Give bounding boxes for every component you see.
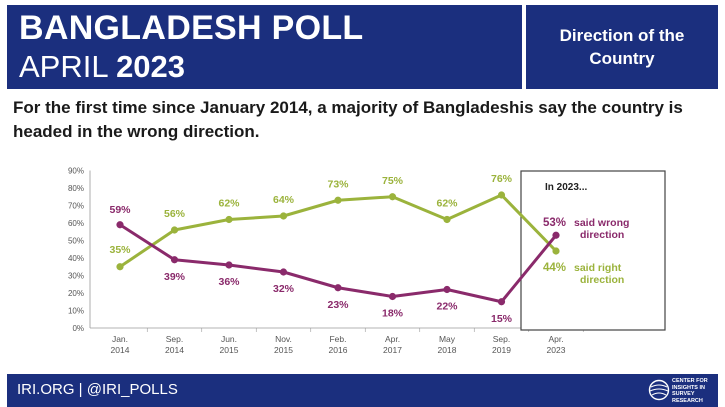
- right-direction-data-label: 62%: [218, 198, 240, 210]
- y-tick-label: 50%: [68, 237, 84, 246]
- header-banner: BANGLADESH POLL APRIL 2023 Direction of …: [7, 5, 718, 89]
- y-tick-label: 60%: [68, 219, 84, 228]
- y-tick-label: 80%: [68, 184, 84, 193]
- right-direction-point: [279, 212, 288, 220]
- callout-right-text: said right: [574, 262, 622, 274]
- x-tick-label: Jun.: [221, 334, 237, 344]
- callout-wrong-text: direction: [580, 229, 624, 241]
- y-tick-label: 10%: [68, 307, 84, 316]
- right-direction-point: [497, 191, 506, 199]
- poll-date: APRIL 2023: [19, 49, 185, 85]
- x-tick-label: 2018: [438, 345, 457, 355]
- wrong-direction-data-label: 36%: [218, 276, 240, 288]
- right-direction-point: [334, 196, 342, 204]
- poll-month: APRIL: [19, 49, 117, 84]
- wrong-direction-data-label: 23%: [327, 299, 349, 311]
- y-tick-label: 20%: [68, 289, 84, 298]
- wrong-direction-data-label: 32%: [273, 283, 295, 295]
- csr-logo-line: INSIGHTS IN: [672, 384, 706, 391]
- right-direction-line: [119, 193, 558, 268]
- wrong-direction-point: [497, 298, 506, 306]
- right-direction-data-label: 73%: [327, 178, 349, 190]
- csr-logo: CENTER FOR INSIGHTS IN SURVEY RESEARCH: [648, 376, 712, 405]
- y-tick-label: 0%: [72, 324, 84, 333]
- wrong-direction-point: [170, 256, 179, 264]
- x-tick-label: 2017: [383, 345, 402, 355]
- wrong-direction-data-label: 59%: [109, 204, 131, 216]
- topic-label: Direction of the Country: [526, 5, 718, 89]
- wrong-direction-point: [334, 284, 342, 292]
- x-tick-label: 2015: [274, 345, 293, 355]
- right-direction-point: [170, 226, 179, 234]
- x-tick-label: Sep.: [493, 334, 511, 344]
- right-direction-data-label: 62%: [436, 198, 458, 210]
- x-tick-label: Nov.: [275, 334, 292, 344]
- y-tick-label: 90%: [68, 167, 84, 176]
- y-tick-label: 70%: [68, 202, 84, 211]
- wrong-direction-point: [116, 221, 124, 229]
- right-direction-data-label: 64%: [273, 194, 295, 206]
- header-divider: [522, 5, 526, 89]
- wrong-direction-data-label: 15%: [491, 313, 513, 325]
- right-direction-point: [552, 247, 560, 255]
- footer-bar: IRI.ORG | @IRI_POLLS CENTER FOR INSIGHTS …: [7, 374, 718, 407]
- x-tick-label: 2015: [220, 345, 239, 355]
- right-direction-point: [116, 263, 124, 271]
- csr-logo-text: CENTER FOR INSIGHTS IN SURVEY RESEARCH: [672, 378, 708, 404]
- x-tick-label: May: [439, 334, 456, 344]
- footer-links[interactable]: IRI.ORG | @IRI_POLLS: [17, 381, 178, 398]
- wrong-direction-point: [388, 292, 397, 301]
- x-tick-label: 2019: [492, 345, 511, 355]
- wrong-direction-point: [279, 268, 288, 276]
- csr-logo-line: CENTER FOR: [672, 378, 708, 384]
- x-tick-label: 2014: [111, 345, 130, 355]
- callout-wrong-text: said wrong: [574, 217, 629, 229]
- wrong-direction-data-label: 22%: [436, 301, 458, 313]
- x-tick-label: Jan.: [112, 334, 128, 344]
- chart-headline: For the first time since January 2014, a…: [13, 98, 683, 141]
- callout-heading: In 2023...: [545, 182, 587, 193]
- direction-line-chart: 0%10%20%30%40%50%60%70%80%90%Jan.2014Sep…: [68, 167, 666, 355]
- x-tick-label: Apr.: [385, 334, 400, 344]
- right-direction-data-label: 35%: [109, 244, 131, 256]
- csr-logo-line: SURVEY: [672, 391, 695, 397]
- x-tick-label: Apr.: [548, 334, 563, 344]
- globe-icon: [648, 379, 670, 401]
- right-direction-data-label: 76%: [491, 173, 513, 185]
- wrong-direction-point: [225, 261, 233, 269]
- x-tick-label: 2023: [547, 345, 566, 355]
- wrong-direction-data-label: 39%: [164, 271, 186, 283]
- x-tick-label: 2016: [329, 345, 348, 355]
- callout-right-value: 44%: [543, 262, 566, 274]
- wrong-direction-point: [443, 285, 451, 294]
- wrong-direction-point: [552, 231, 560, 239]
- poll-title: BANGLADESH POLL: [19, 9, 364, 47]
- right-direction-point: [388, 193, 397, 201]
- y-tick-label: 30%: [68, 272, 84, 281]
- right-direction-point: [443, 215, 451, 224]
- poll-year: 2023: [116, 49, 186, 84]
- right-direction-point: [225, 215, 233, 224]
- x-tick-label: Feb.: [329, 334, 346, 344]
- right-direction-data-label: 56%: [164, 208, 186, 220]
- x-tick-label: 2014: [165, 345, 184, 355]
- csr-logo-line: RESEARCH: [672, 397, 703, 404]
- callout-right-text: direction: [580, 274, 624, 286]
- wrong-direction-data-label: 18%: [382, 308, 404, 320]
- y-tick-label: 40%: [68, 254, 84, 263]
- callout-wrong-value: 53%: [543, 217, 566, 229]
- x-tick-label: Sep.: [166, 334, 184, 344]
- right-direction-data-label: 75%: [382, 175, 404, 187]
